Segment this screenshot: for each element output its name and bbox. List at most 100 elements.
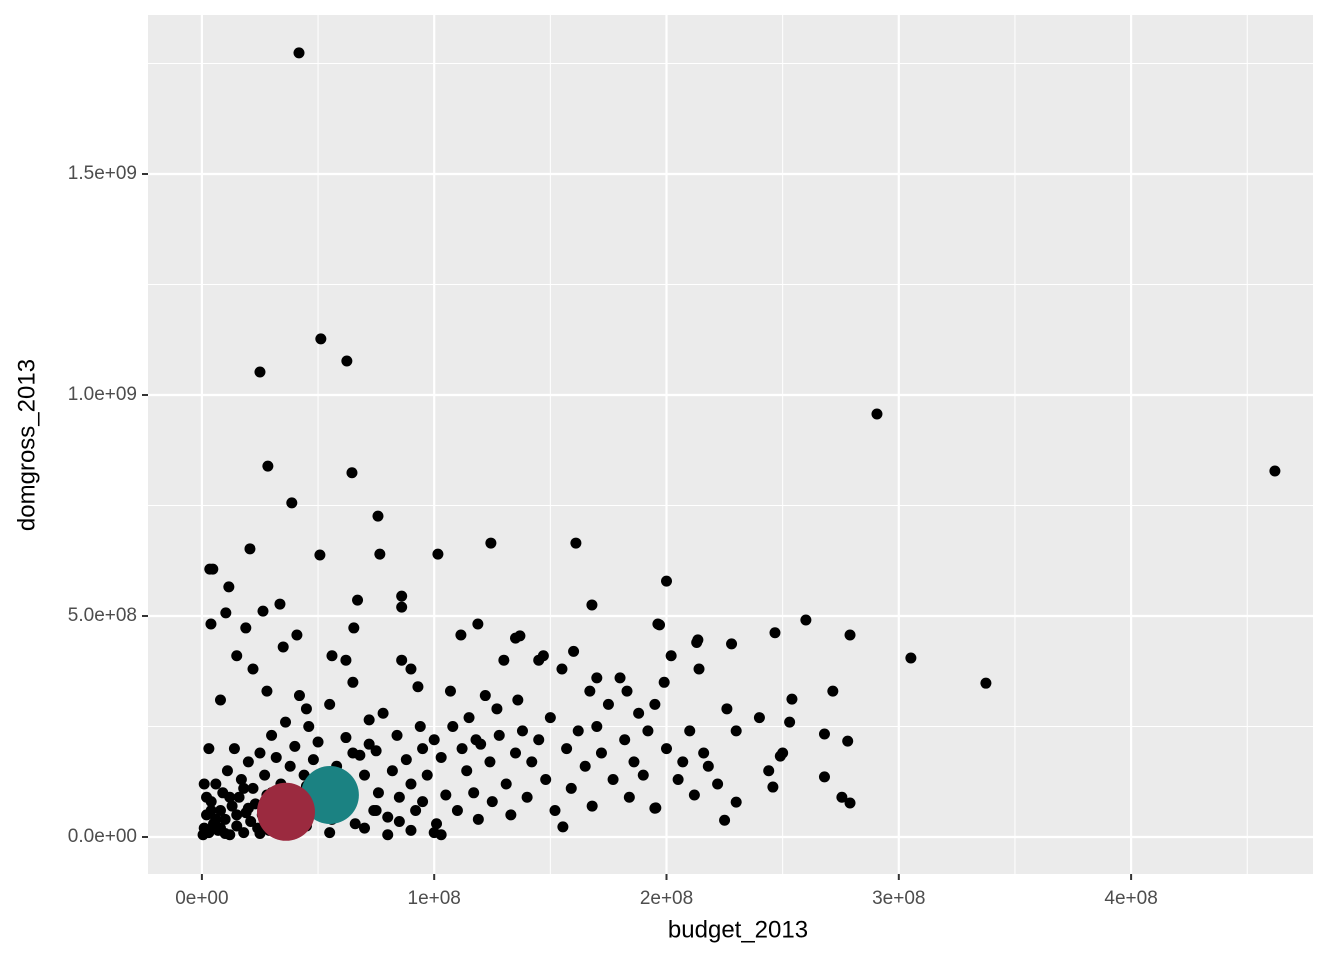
point <box>405 824 417 836</box>
point <box>417 796 429 808</box>
point <box>516 725 528 737</box>
point <box>591 721 603 733</box>
point <box>698 747 710 759</box>
point <box>247 663 259 675</box>
point <box>214 694 226 706</box>
point <box>595 747 607 759</box>
point <box>712 778 724 790</box>
x-tick-label: 0e+00 <box>175 888 228 909</box>
point <box>346 467 358 479</box>
point <box>533 734 545 746</box>
point <box>556 663 568 675</box>
point <box>463 712 475 724</box>
point <box>214 804 226 816</box>
point <box>444 685 456 697</box>
point <box>726 638 738 650</box>
point <box>347 747 359 759</box>
panel <box>148 15 1313 874</box>
point <box>289 740 301 752</box>
y-tick-label: 5.0e+08 <box>68 605 137 626</box>
point <box>231 650 243 662</box>
point <box>242 802 254 814</box>
point <box>203 743 215 755</box>
point <box>451 804 463 816</box>
point <box>254 366 266 378</box>
point <box>730 725 742 737</box>
point <box>584 685 596 697</box>
point <box>231 809 243 821</box>
point <box>421 769 433 781</box>
point <box>784 716 796 728</box>
point <box>677 756 689 768</box>
point <box>284 760 296 772</box>
point <box>286 497 298 509</box>
point <box>470 734 482 746</box>
point <box>665 650 677 662</box>
point <box>691 637 703 649</box>
point <box>512 694 524 706</box>
point <box>472 618 484 630</box>
point <box>370 745 382 757</box>
point <box>526 756 538 768</box>
point <box>393 816 405 828</box>
point <box>359 769 371 781</box>
point <box>324 698 336 710</box>
point <box>485 537 497 549</box>
point <box>359 822 371 834</box>
point <box>702 760 714 772</box>
point <box>844 629 856 641</box>
point <box>405 778 417 790</box>
point <box>256 782 315 841</box>
point <box>205 618 217 630</box>
point <box>247 782 259 794</box>
point <box>818 771 830 783</box>
point <box>540 774 552 786</box>
y-tick-label: 1.5e+09 <box>68 163 137 184</box>
point <box>786 693 798 705</box>
point <box>233 791 245 803</box>
point <box>396 601 408 613</box>
point <box>586 800 598 812</box>
point <box>447 721 459 733</box>
point <box>382 811 394 823</box>
point <box>340 732 352 744</box>
point <box>842 735 854 747</box>
point <box>210 813 222 825</box>
point <box>521 791 533 803</box>
point <box>619 734 631 746</box>
point <box>254 747 266 759</box>
y-tick-label: 0.0e+00 <box>68 826 137 847</box>
point <box>684 725 696 737</box>
point <box>201 791 213 803</box>
point <box>468 787 480 799</box>
point <box>568 645 580 657</box>
point <box>491 703 503 715</box>
point <box>257 605 269 617</box>
point <box>479 690 491 702</box>
y-tick-label: 1.0e+09 <box>68 384 137 405</box>
point <box>293 47 305 59</box>
point <box>549 804 561 816</box>
point <box>719 814 731 826</box>
point <box>224 791 236 803</box>
point <box>262 460 274 472</box>
point <box>602 698 614 710</box>
point <box>642 725 654 737</box>
point <box>205 804 217 816</box>
point <box>432 548 444 560</box>
point <box>307 754 319 766</box>
point <box>658 676 670 688</box>
point <box>242 756 254 768</box>
point <box>688 789 700 801</box>
point <box>238 827 250 839</box>
point <box>871 408 883 420</box>
point <box>220 607 232 619</box>
point <box>544 712 556 724</box>
x-tick-label: 2e+08 <box>640 888 693 909</box>
point <box>818 728 830 740</box>
point <box>228 743 240 755</box>
point <box>238 782 250 794</box>
point <box>293 690 305 702</box>
point <box>649 698 661 710</box>
point <box>300 703 312 715</box>
